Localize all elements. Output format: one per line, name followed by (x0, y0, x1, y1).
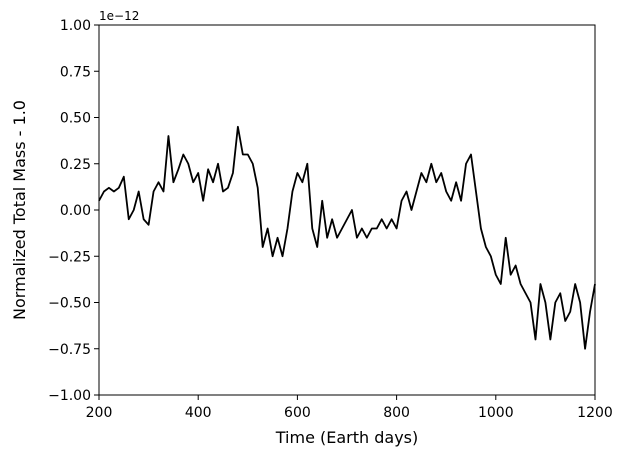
x-axis-label: Time (Earth days) (275, 428, 418, 447)
data-line (98, 125, 596, 350)
y-tick-label: 0.25 (60, 157, 91, 173)
y-tick-label: 0.75 (60, 64, 91, 80)
y-offset: 1e−12 (99, 9, 139, 23)
x-tick-label: 600 (284, 405, 311, 421)
x-tick-label: 1200 (577, 405, 613, 421)
x-tick-label: 1000 (478, 405, 514, 421)
plot-frame (98, 24, 596, 396)
y-axis-label: Normalized Total Mass - 1.0 (10, 100, 29, 320)
y-tick-label: −1.00 (48, 388, 91, 404)
y-tick-label: −0.50 (48, 296, 91, 312)
x-tick-label: 800 (383, 405, 410, 421)
y-tick-label: −0.25 (48, 249, 91, 265)
x-tick-label: 400 (185, 405, 212, 421)
y-tick-label: 1.00 (60, 18, 91, 34)
y-tick-label: −0.75 (48, 342, 91, 358)
y-tick-label: 0.00 (60, 203, 91, 219)
y-tick-label: 0.50 (60, 111, 91, 127)
x-tick-label: 200 (86, 405, 113, 421)
